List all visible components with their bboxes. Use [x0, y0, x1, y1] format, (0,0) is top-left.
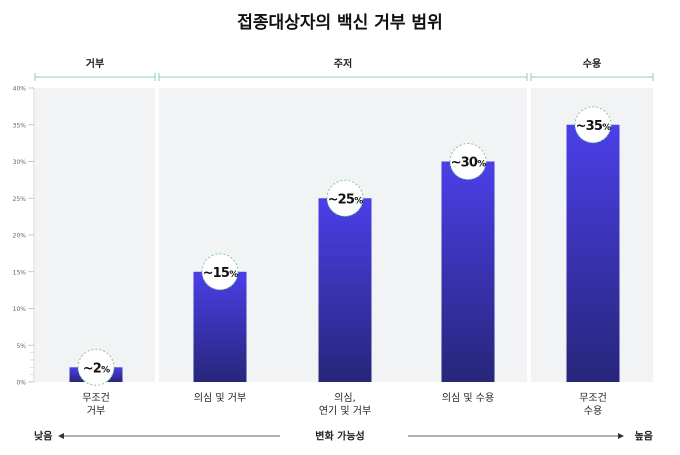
group-label: 주저	[334, 57, 352, 70]
y-tick-label: 15%	[13, 269, 27, 276]
bar	[566, 124, 620, 382]
data-label-badge	[449, 143, 487, 180]
x-tick-label: 의심 및 수용	[442, 392, 494, 404]
bar	[318, 198, 372, 382]
x-annotation-high: 높음	[635, 431, 653, 443]
x-tick-label: 무조건 수용	[579, 392, 607, 417]
data-label-badge	[201, 253, 239, 291]
data-label-badge	[326, 179, 364, 217]
y-tick-label: 0%	[16, 380, 26, 387]
x-tick-label: 의심, 연기 및 거부	[319, 392, 371, 417]
x-tick-label: 무조건 거부	[82, 392, 110, 417]
y-tick-label: 5%	[16, 343, 26, 350]
data-labels: ~2% ~15% ~25% ~30% ~35%	[77, 106, 612, 386]
x-tick-label: 의심 및 거부	[194, 392, 246, 404]
data-label: ~25%	[328, 192, 364, 207]
data-label: ~35%	[576, 119, 612, 134]
data-label-badge	[574, 106, 612, 144]
y-tick-label: 35%	[13, 122, 27, 129]
y-tick-label: 30%	[13, 159, 27, 166]
data-label: ~15%	[203, 266, 239, 281]
y-tick-label: 25%	[13, 196, 27, 203]
x-axis-labels: 무조건 거부 의심 및 거부 의심, 연기 및 거부 의심 및 수용 무조건 수용	[82, 392, 607, 417]
data-label: ~30%	[451, 156, 487, 171]
y-tick-label: 40%	[13, 86, 27, 93]
y-tick-label: 10%	[13, 306, 27, 313]
arrow-right-icon	[618, 433, 624, 439]
group-brackets: 거부 주저 수용	[34, 57, 654, 81]
y-axis: 0% 5% 10% 15% 20% 25% 30% 35% 40%	[13, 86, 35, 387]
x-axis-annotation: 낮음 변화 가능성 높음	[34, 430, 653, 443]
x-annotation-title: 변화 가능성	[315, 430, 364, 443]
group-label: 거부	[86, 57, 104, 70]
group-label: 수용	[583, 58, 601, 70]
y-tick-label: 20%	[13, 233, 27, 240]
arrow-left-icon	[58, 433, 64, 439]
x-annotation-low: 낮음	[34, 430, 52, 443]
bar	[441, 161, 495, 382]
bars	[69, 124, 620, 382]
chart-title: 접종대상자의 백신 거부 범위	[237, 13, 442, 33]
data-label-badge	[77, 348, 115, 386]
group-panel	[35, 88, 155, 382]
data-label: ~2%	[83, 361, 110, 376]
